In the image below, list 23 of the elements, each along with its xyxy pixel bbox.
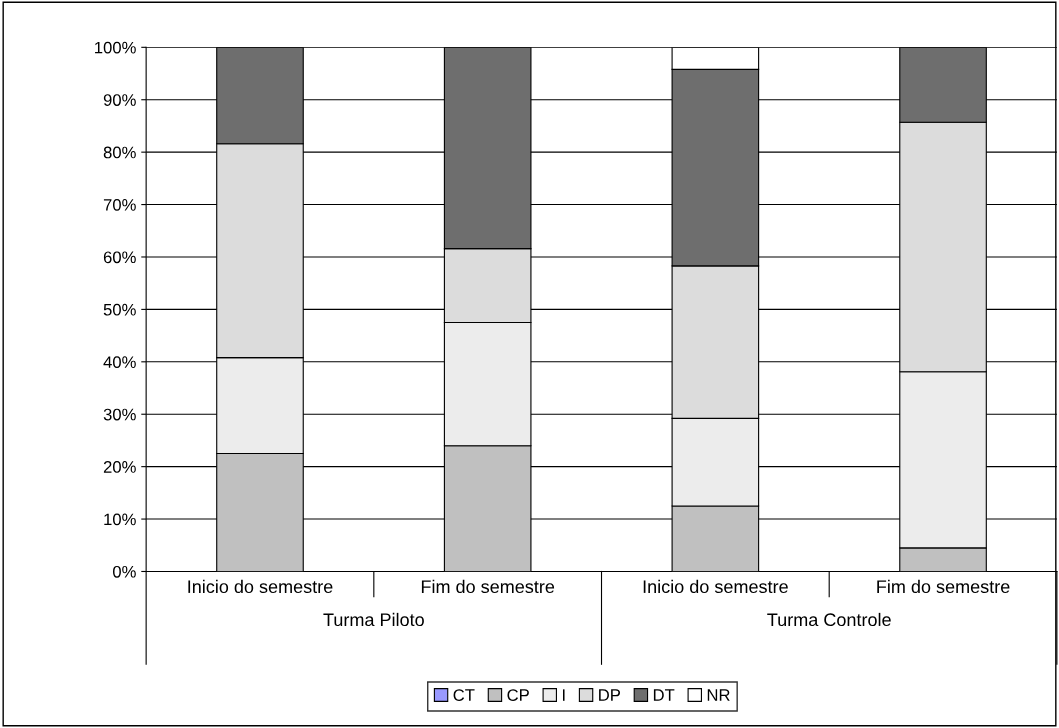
y-tick-label: 30% [103,408,136,421]
legend-label: CP [507,689,529,701]
x-tick-label: Inicio do semestre [188,579,333,594]
legend-label: CT [453,689,475,701]
legend-label: DT [653,689,675,701]
x-tick-label: Fim do semestre [421,579,555,594]
legend-label: I [562,689,565,701]
y-tick-label: 20% [103,461,136,473]
text: Turma Controle [767,612,891,627]
y-tick-label: 100% [95,41,136,54]
y-tick-label: 70% [103,198,136,211]
y-tick-label: 60% [103,251,136,264]
legend-label: DP [599,689,620,701]
x-tick-label: Fim do semestre [877,579,1010,594]
y-tick-label: 90% [103,94,136,106]
x-tick-label: Inicio do semestre [643,579,788,594]
y-tick-label: 10% [104,513,136,526]
text: Turma Piloto [323,612,424,627]
legend-label: NR [707,689,730,701]
y-tick-label: 0% [112,565,136,578]
y-tick-label: 40% [103,356,136,369]
y-tick-label: 50% [103,303,136,316]
y-tick-label: 80% [103,146,136,159]
